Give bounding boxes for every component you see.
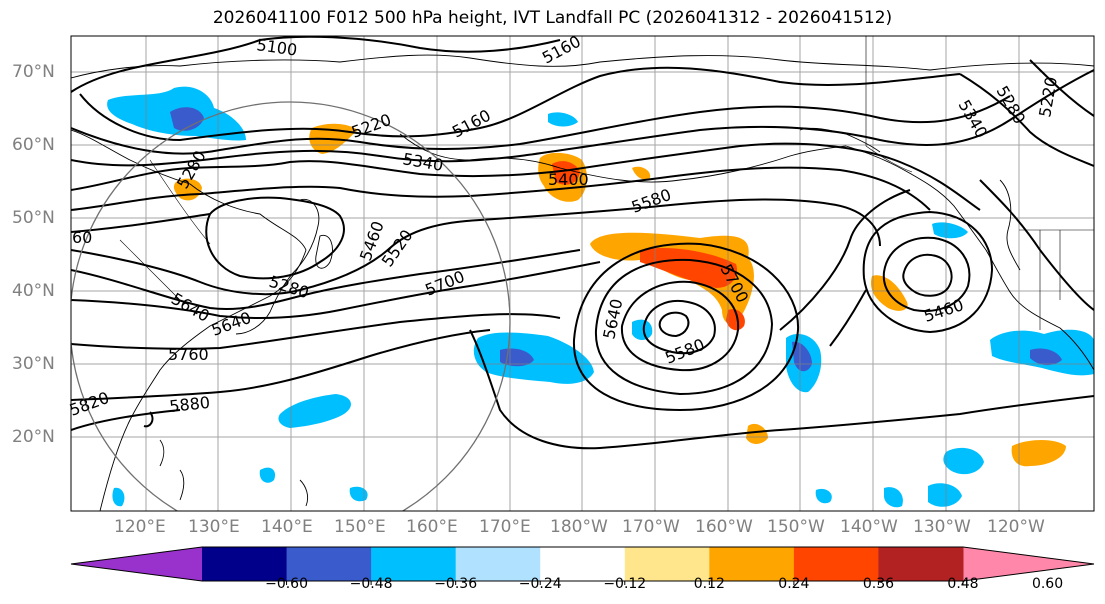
lon-label: 150°W (767, 517, 825, 537)
colorbar-swatch (455, 547, 541, 581)
graticule (71, 36, 1094, 511)
colorbar-tick-label: −0.48 (349, 576, 393, 592)
contour-label: 5100 (255, 35, 298, 59)
contour-label: 5280 (993, 83, 1030, 128)
colorbar-tick-label: 0.48 (947, 576, 979, 592)
contour-label: 5460 (921, 295, 966, 326)
lat-label-70n: 70°N (12, 62, 55, 82)
contour-label: 60 (72, 228, 92, 247)
lon-label: 130°W (913, 517, 971, 537)
contour-label: 5160 (539, 32, 584, 68)
contour-label: 5580 (662, 335, 707, 368)
colorbar-swatch (202, 547, 288, 581)
figure-title: 2026041100 F012 500 hPa height, IVT Land… (212, 8, 893, 28)
colorbar-tick-label: −0.24 (518, 576, 562, 592)
colorbar-swatch (540, 547, 626, 581)
lon-label: 170°E (479, 517, 531, 537)
lat-label-40n: 40°N (12, 281, 55, 301)
lon-label: 140°E (261, 517, 313, 537)
colorbar-extend-min (71, 547, 202, 581)
lat-label-30n: 30°N (12, 354, 55, 374)
lon-label: 180°W (550, 517, 608, 537)
lon-label: 120°W (987, 517, 1045, 537)
contour-label: 5160 (449, 106, 494, 142)
map-frame (70, 35, 1095, 512)
colorbar-swatch (286, 547, 372, 581)
colorbar-extend-max (963, 547, 1094, 581)
height-contours (71, 36, 1094, 450)
colorbar-tick-label: 0.60 (1031, 576, 1064, 592)
lat-label-20n: 20°N (12, 427, 55, 447)
colorbar-swatch (624, 547, 710, 581)
colorbar-swatch (878, 547, 964, 581)
contour-label: 5340 (401, 149, 444, 175)
colorbar-swatch (371, 547, 457, 581)
lon-label: 130°E (188, 517, 240, 537)
colorbar-swatch (793, 547, 879, 581)
colorbar-tick-label: −0.60 (265, 576, 308, 592)
range-circle (71, 101, 511, 511)
lon-label: 120°E (114, 517, 166, 537)
lon-label: 160°E (406, 517, 458, 537)
colorbar-outline (70, 546, 1095, 582)
contour-label: 5580 (629, 185, 674, 217)
contour-label: 5220 (349, 110, 394, 142)
contour-label: 5760 (168, 345, 209, 364)
lat-label-60n: 60°N (12, 135, 55, 155)
colorbar-tick-label: 0.24 (778, 576, 810, 592)
lon-label: 150°E (334, 517, 386, 537)
contour-label: 5820 (67, 388, 112, 420)
lon-label: 170°W (622, 517, 680, 537)
colorbar-swatch (709, 547, 795, 581)
lat-label-50n: 50°N (12, 208, 55, 228)
contour-label: 5340 (955, 97, 992, 142)
contour-label: 5880 (168, 393, 210, 416)
colorbar-tick-label: −0.12 (603, 576, 647, 592)
borders (119, 36, 1094, 330)
lon-label: 160°W (695, 517, 753, 537)
contour-label: 5280 (267, 272, 312, 303)
colorbar-tick-label: 0.12 (693, 576, 725, 592)
contour-label: 5640 (168, 289, 213, 326)
colorbar (70, 546, 1095, 585)
contour-label: 5640 (209, 308, 254, 340)
colorbar-tick-label: 0.36 (862, 576, 895, 592)
colorbar-tick-label: −0.36 (434, 576, 478, 592)
contour-label: 5400 (548, 170, 589, 189)
lon-label: 140°W (840, 517, 898, 537)
contour-label: 5220 (1035, 75, 1061, 118)
